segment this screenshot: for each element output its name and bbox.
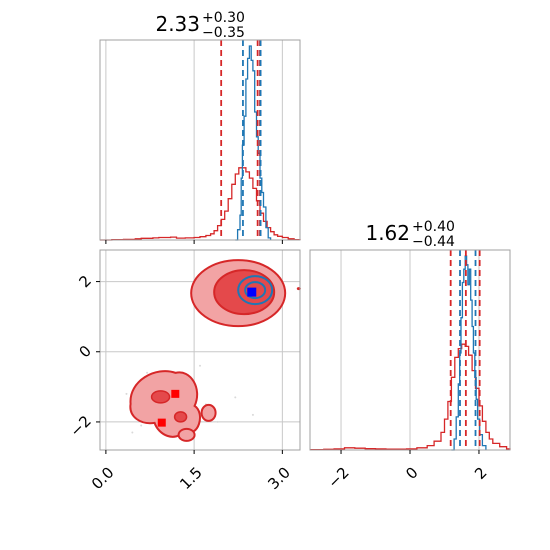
panel-bottom-right-title-plus: +0.40 [412,219,455,235]
sample-point [216,420,219,423]
lower-contour-inner [173,411,188,423]
panel-frame [99,39,301,241]
panel-top-left-histogram: 2.33 +0.30 −0.35 [99,10,301,244]
y-tick-label: 2 [75,272,94,291]
blue-histogram-line [235,45,272,241]
blue-contour-inner [244,281,267,300]
x-tick-label: −2 [324,463,352,491]
blue-contour-outer [237,275,274,306]
x-tick-label: 1.5 [176,463,206,493]
point-marker [171,389,180,398]
lower-contour-island [200,403,217,422]
sample-point [140,424,143,427]
sample-point [199,364,201,367]
y-tick-label: 0 [75,342,94,361]
panel-bottom-right-title-minus: −0.44 [412,234,455,250]
sample-point [146,371,149,374]
sample-point [131,431,134,434]
panel-top-left-title: 2.33 [155,12,200,36]
x-tick-label: 3.0 [264,463,294,493]
panel-bottom-right-histogram: 1.62 +0.40 −0.44 −2 0 2 [309,219,511,492]
red-histogram-line [310,343,511,451]
y-tick-label: −2 [67,412,95,440]
panel-frame [99,249,301,451]
panel-top-left-title-minus: −0.35 [202,25,245,41]
lower-contour-outer [129,370,201,438]
panel-top-left-title-plus: +0.30 [202,10,245,26]
point-marker [247,287,257,297]
panel-bottom-left-contour: 0.0 1.5 3.0 2 0 −2 [67,249,301,493]
sample-point [125,392,128,395]
point-marker [157,418,166,427]
sample-point [251,413,254,416]
x-tick-label: 0.0 [88,463,118,493]
lower-contour-island [177,427,196,442]
panel-bottom-right-title: 1.62 [365,221,410,245]
x-tick-label: 2 [471,463,490,482]
red-histogram-line [100,167,301,241]
sample-point [234,396,237,399]
x-tick-label: 0 [402,463,421,482]
lower-contour-inner [150,390,171,404]
